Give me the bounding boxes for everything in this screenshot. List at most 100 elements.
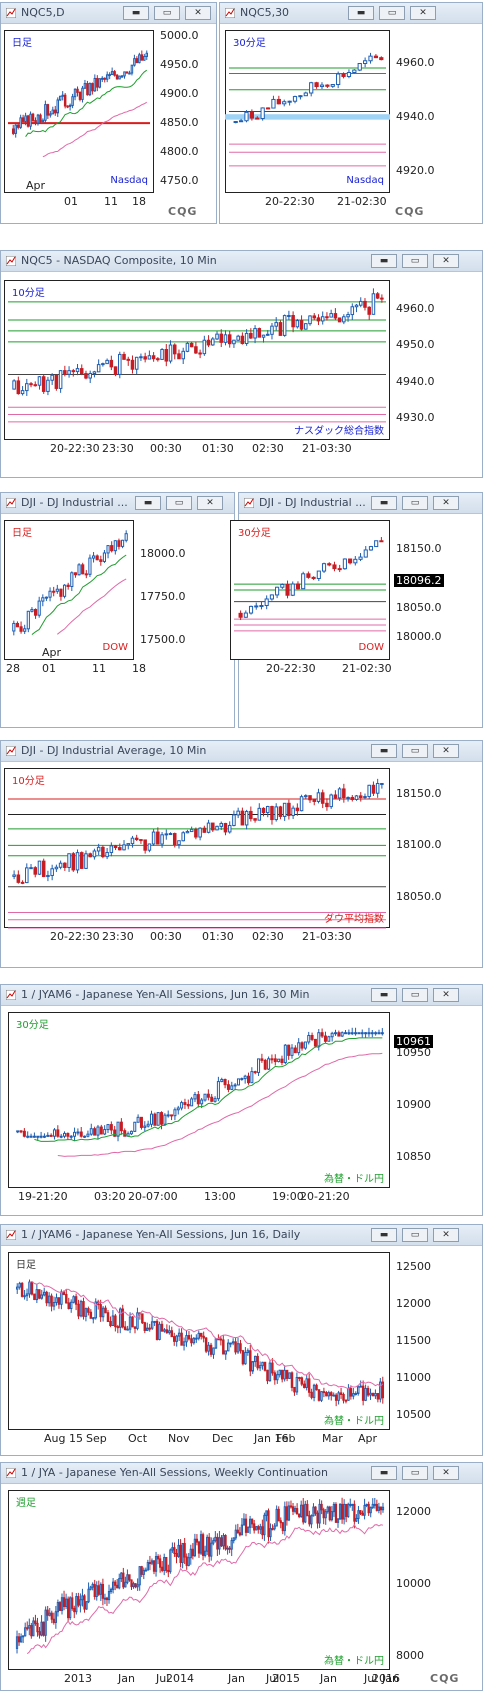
y-tick-label: 12000 [396, 1296, 431, 1310]
x-tick-label: 00:30 [150, 930, 182, 943]
minimize-icon[interactable]: ▬ [123, 6, 149, 20]
plot-area[interactable] [225, 30, 390, 193]
x-tick-label: 03:20 [94, 1190, 126, 1203]
y-tick-label: 4940.0 [396, 374, 435, 388]
window-titlebar[interactable]: DJI - DJ Industrial Average, 10 Min ▬ ▭ … [1, 741, 482, 762]
timeframe-label: 30分足 [233, 38, 266, 49]
y-tick-label: 18150.0 [396, 786, 442, 800]
minimize-icon[interactable]: ▬ [371, 988, 397, 1002]
close-icon[interactable]: ✕ [433, 744, 459, 758]
window-titlebar[interactable]: 1 / JYA - Japanese Yen-All Sessions, Wee… [1, 1463, 482, 1484]
y-tick-label: 4950.0 [396, 338, 435, 352]
last-price-tag: 10961 [394, 1035, 433, 1049]
window-titlebar[interactable]: 1 / JYAM6 - Japanese Yen-All Sessions, J… [1, 985, 482, 1006]
plot-area[interactable] [230, 520, 390, 660]
y-tick-label: 10500 [396, 1408, 431, 1422]
x-tick-label: 2015 [272, 1672, 300, 1685]
plot-area[interactable] [4, 768, 390, 928]
window-titlebar[interactable]: NQC5,30 ▬ ▭ ✕ [220, 3, 482, 24]
restore-icon[interactable]: ▭ [402, 496, 428, 510]
chart-icon [6, 1230, 16, 1240]
y-tick-label: 4950.0 [160, 57, 199, 71]
window-titlebar[interactable]: NQC5 - NASDAQ Composite, 10 Min ▬ ▭ ✕ [1, 251, 482, 272]
timeframe-label: 30分足 [16, 1020, 49, 1031]
chart-icon [6, 990, 16, 1000]
plot-area[interactable] [8, 1252, 390, 1430]
y-tick-label: 11500 [396, 1334, 431, 1347]
x-tick-label: Feb [276, 1432, 296, 1445]
close-icon[interactable]: ✕ [433, 1466, 459, 1480]
close-icon[interactable]: ✕ [433, 496, 459, 510]
minimize-icon[interactable]: ▬ [371, 254, 397, 268]
y-tick-label: 4750.0 [160, 174, 199, 188]
minimize-icon[interactable]: ▬ [135, 496, 161, 510]
y-tick-label: 17750.0 [140, 589, 186, 603]
restore-icon[interactable]: ▭ [402, 1466, 428, 1480]
window-titlebar[interactable]: DJI - DJ Industrial ... ▬ ▭ ✕ [1, 493, 234, 514]
restore-icon[interactable]: ▭ [402, 988, 428, 1002]
x-tick-label: 02:30 [252, 442, 284, 455]
x-tick-label: Jul [266, 1672, 280, 1685]
y-tick-label: 18000.0 [140, 547, 186, 561]
minimize-icon[interactable]: ▬ [371, 496, 397, 510]
x-tick-label: 02:30 [252, 930, 284, 943]
close-icon[interactable]: ✕ [433, 254, 459, 268]
x-tick-label: Apr [42, 646, 62, 659]
y-tick-label: 10900 [396, 1098, 431, 1112]
x-tick-label: 23:30 [102, 442, 134, 455]
restore-icon[interactable]: ▭ [402, 744, 428, 758]
y-tick-label: 17500.0 [140, 632, 186, 646]
y-tick-label: 4900.0 [160, 87, 199, 101]
x-tick-label: 11 [104, 195, 118, 208]
window-titlebar[interactable]: DJI - DJ Industrial ... ▬ ▭ ✕ [239, 493, 482, 514]
chart-icon [6, 746, 16, 756]
window-title: DJI - DJ Industrial ... [21, 496, 128, 509]
y-tick-label: 10950 [396, 1046, 431, 1060]
timeframe-label: 10分足 [12, 776, 45, 787]
minimize-icon[interactable]: ▬ [371, 1466, 397, 1480]
window-titlebar[interactable]: NQC5,D ▬ ▭ ✕ [1, 3, 216, 24]
window-title: 1 / JYAM6 - Japanese Yen-All Sessions, J… [21, 988, 310, 1001]
window-title: NQC5,D [21, 6, 65, 19]
y-tick-label: 4850.0 [160, 116, 199, 130]
window-title: DJI - DJ Industrial ... [259, 496, 366, 509]
close-icon[interactable]: ✕ [185, 6, 211, 20]
instrument-label: ダウ平均指数 [324, 914, 384, 925]
x-tick-label: Apr [26, 179, 46, 192]
x-tick-label: 21-02:30 [337, 195, 387, 208]
window-title: DJI - DJ Industrial Average, 10 Min [21, 744, 207, 757]
plot-area[interactable] [8, 1012, 390, 1188]
minimize-icon[interactable]: ▬ [371, 1228, 397, 1242]
close-icon[interactable]: ✕ [433, 988, 459, 1002]
x-tick-label: 01 [64, 195, 78, 208]
restore-icon[interactable]: ▭ [166, 496, 192, 510]
x-tick-label: 21-03:30 [302, 930, 352, 943]
x-tick-label: 01:30 [202, 442, 234, 455]
plot-area[interactable] [4, 280, 390, 440]
x-tick-label: Jan 16 [254, 1432, 289, 1445]
restore-icon[interactable]: ▭ [402, 1228, 428, 1242]
restore-icon[interactable]: ▭ [379, 6, 405, 20]
chart-icon [6, 498, 16, 508]
y-tick-label: 18000.0 [396, 629, 442, 643]
window-title: 1 / JYAM6 - Japanese Yen-All Sessions, J… [21, 1228, 301, 1241]
window-titlebar[interactable]: 1 / JYAM6 - Japanese Yen-All Sessions, J… [1, 1225, 482, 1246]
restore-icon[interactable]: ▭ [402, 254, 428, 268]
plot-area[interactable] [4, 30, 154, 193]
y-tick-label: 18100.0 [396, 838, 442, 852]
last-price-tag: 18096.2 [394, 573, 444, 587]
plot-area[interactable] [8, 1490, 390, 1670]
x-tick-label: Jan [382, 1672, 399, 1685]
x-tick-label: 13:00 [204, 1190, 236, 1203]
close-icon[interactable]: ✕ [433, 1228, 459, 1242]
plot-area[interactable] [4, 520, 134, 660]
minimize-icon[interactable]: ▬ [371, 744, 397, 758]
close-icon[interactable]: ✕ [197, 496, 223, 510]
close-icon[interactable]: ✕ [410, 6, 436, 20]
timeframe-label: 10分足 [12, 288, 45, 299]
x-tick-label: 19:00 [272, 1190, 304, 1203]
x-tick-label: 23:30 [102, 930, 134, 943]
restore-icon[interactable]: ▭ [154, 6, 180, 20]
minimize-icon[interactable]: ▬ [348, 6, 374, 20]
instrument-label: Nasdaq [110, 175, 148, 186]
